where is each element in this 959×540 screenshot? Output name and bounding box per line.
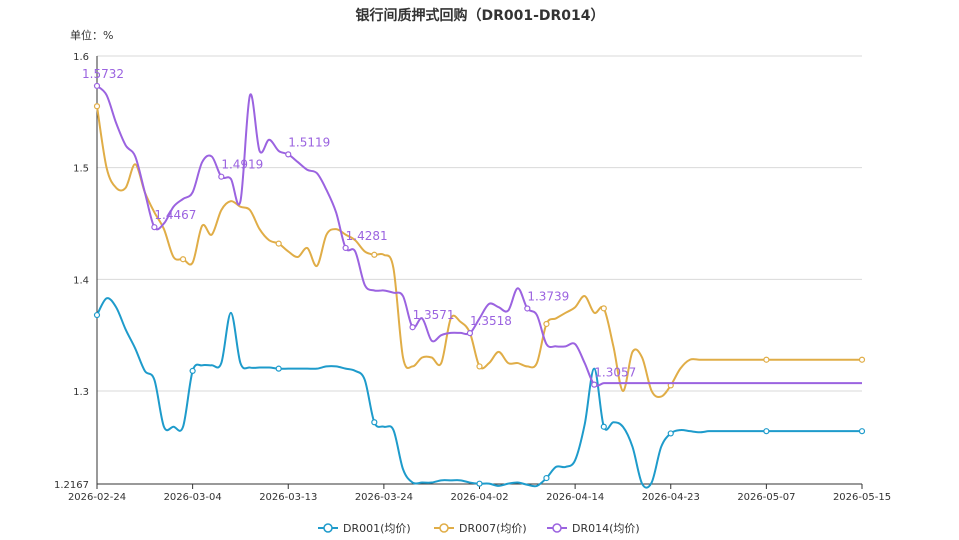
data-label: 1.3739 bbox=[527, 289, 569, 303]
data-point bbox=[371, 251, 378, 258]
x-tick-label: 2026-05-07 bbox=[737, 492, 795, 503]
data-point bbox=[151, 224, 158, 231]
unit-label: 单位：% bbox=[70, 28, 113, 42]
x-tick-label: 2026-02-24 bbox=[68, 492, 126, 503]
data-point bbox=[600, 423, 607, 430]
data-point bbox=[218, 173, 225, 180]
data-point bbox=[179, 256, 187, 263]
chart-title: 银行间质押式回购（DR001-DR014） bbox=[355, 7, 604, 24]
data-point bbox=[342, 244, 349, 252]
y-tick-label: 1.5 bbox=[73, 164, 89, 175]
grid-lines bbox=[97, 55, 862, 392]
data-point bbox=[189, 367, 196, 374]
legend-item-2[interactable]: DR007(均价) bbox=[459, 522, 527, 535]
y-tick-label: 1.2167 bbox=[54, 480, 89, 491]
x-tick-label: 2026-03-04 bbox=[164, 492, 222, 503]
data-point bbox=[476, 363, 483, 370]
data-label: 1.3057 bbox=[594, 366, 636, 380]
y-tick-label: 1.4 bbox=[73, 275, 89, 286]
x-tick-label: 2026-04-14 bbox=[546, 492, 604, 503]
data-point bbox=[763, 428, 770, 435]
legend-marker[interactable] bbox=[552, 523, 562, 533]
legend-item-1[interactable]: DR001(均价) bbox=[343, 522, 411, 535]
data-label: 1.4467 bbox=[154, 208, 196, 222]
data-point bbox=[667, 430, 674, 437]
legend-item-3[interactable]: DR014(均价) bbox=[572, 522, 640, 535]
data-point bbox=[93, 311, 101, 319]
data-point bbox=[371, 419, 378, 426]
data-point bbox=[543, 474, 550, 482]
data-point bbox=[93, 82, 101, 90]
legend-marker[interactable] bbox=[323, 523, 333, 533]
data-labels: 1.5732 1.4467 1.4919 1.5119 1.4281 1.3571 1.35… bbox=[82, 67, 636, 380]
legend-marker[interactable] bbox=[439, 523, 449, 533]
data-point bbox=[275, 365, 282, 372]
y-tick-label: 1.6 bbox=[73, 52, 89, 63]
y-tick-label: 1.3 bbox=[73, 387, 89, 398]
data-point bbox=[600, 305, 607, 312]
data-point bbox=[591, 381, 598, 388]
series-line-2 bbox=[96, 106, 862, 399]
data-point bbox=[524, 305, 531, 312]
data-point bbox=[285, 151, 292, 158]
x-tick-label: 2026-03-13 bbox=[259, 492, 317, 503]
data-point bbox=[476, 480, 483, 487]
series-line-3 bbox=[96, 85, 862, 387]
y-axis-ticks: 1.2167 1.3 1.4 1.5 1.6 bbox=[54, 52, 89, 491]
data-point bbox=[858, 356, 866, 363]
legend[interactable]: DR001(均价) DR007(均价) DR014(均价) bbox=[318, 522, 640, 535]
data-label: 1.5732 bbox=[82, 67, 124, 81]
data-label: 1.3518 bbox=[470, 314, 512, 328]
data-point bbox=[275, 240, 282, 247]
data-point bbox=[466, 330, 474, 337]
x-tick-label: 2026-05-15 bbox=[833, 492, 891, 503]
data-label: 1.5119 bbox=[288, 135, 330, 149]
x-tick-label: 2026-03-24 bbox=[355, 492, 413, 503]
data-label: 1.3571 bbox=[413, 308, 455, 322]
data-point bbox=[543, 320, 550, 328]
data-point bbox=[409, 324, 416, 331]
data-point bbox=[858, 428, 866, 435]
x-tick-label: 2026-04-23 bbox=[642, 492, 700, 503]
data-label: 1.4919 bbox=[221, 158, 263, 172]
x-tick-label: 2026-04-02 bbox=[450, 492, 508, 503]
data-point bbox=[763, 356, 770, 363]
data-point bbox=[93, 103, 101, 110]
data-label: 1.4281 bbox=[346, 229, 388, 243]
series-lines bbox=[93, 82, 866, 489]
